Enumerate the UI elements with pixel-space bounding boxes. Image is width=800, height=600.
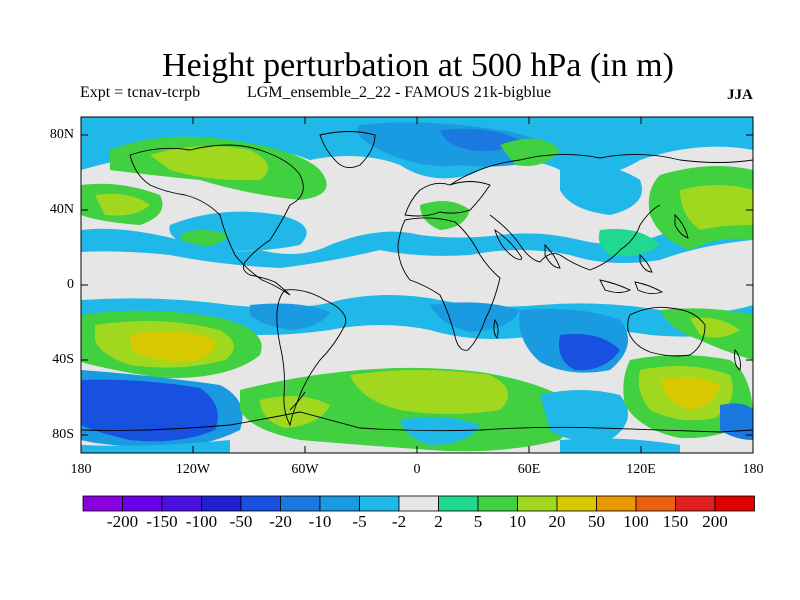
x-tick-180w: 180 (70, 462, 92, 477)
season-label: JJA (727, 87, 753, 103)
colorbar-label: -2 (391, 512, 407, 531)
colorbar-label: -10 (308, 512, 332, 531)
colorbar-swatch (517, 495, 558, 512)
run-label: LGM_ensemble_2_22 - FAMOUS 21k-bigblue (247, 84, 552, 101)
colorbar-swatch (161, 495, 202, 512)
colorbar-label: 100 (623, 512, 649, 531)
colorbar-swatch (82, 495, 123, 512)
colorbar-swatch (714, 495, 755, 512)
colorbar-label: -100 (185, 512, 218, 531)
y-tick-40s: 40S (52, 352, 74, 367)
y-tick-40n: 40N (49, 202, 74, 217)
colorbar-label: -150 (146, 512, 178, 531)
y-tick-80s: 80S (52, 427, 74, 442)
colorbar-swatch (122, 495, 163, 512)
colorbar-swatch (556, 495, 597, 512)
colorbar (82, 495, 755, 512)
colorbar-swatch (319, 495, 360, 512)
colorbar-swatch (359, 495, 400, 512)
colorbar-swatch (240, 495, 281, 512)
colorbar-swatch (438, 495, 479, 512)
colorbar-swatch (398, 495, 439, 512)
colorbar-label: -5 (352, 512, 367, 531)
plot-title: Height perturbation at 500 hPa (in m) (162, 47, 674, 84)
experiment-label: Expt = tcnav-tcrpb (80, 84, 201, 101)
colorbar-label: 150 (662, 512, 689, 531)
colorbar-swatch (675, 495, 716, 512)
x-tick-0: 0 (413, 462, 421, 477)
colorbar-label: 20 (548, 512, 566, 531)
coastlines (81, 131, 753, 433)
height-field (81, 117, 753, 453)
colorbar-label: 2 (434, 512, 443, 531)
x-tick-60w: 60W (291, 462, 319, 477)
y-tick-eq: 0 (67, 277, 74, 292)
x-tick-120e: 120E (626, 462, 656, 477)
x-tick-60e: 60E (517, 462, 541, 477)
y-tick-80n: 80N (49, 127, 74, 142)
colorbar-swatch (477, 495, 518, 512)
colorbar-swatch (280, 495, 321, 512)
axis-ticks (80, 117, 754, 453)
x-tick-180e: 180 (742, 462, 764, 477)
colorbar-label: 200 (702, 512, 728, 531)
colorbar-swatch (635, 495, 676, 512)
colorbar-swatch (596, 495, 637, 512)
colorbar-label: 5 (473, 512, 483, 531)
colorbar-label: 10 (509, 512, 526, 531)
colorbar-label: -50 (229, 512, 253, 531)
colorbar-label: 50 (588, 512, 605, 531)
colorbar-swatch (201, 495, 242, 512)
colorbar-label: -200 (106, 512, 139, 531)
colorbar-label: -20 (269, 512, 292, 531)
x-tick-120w: 120W (175, 462, 211, 477)
